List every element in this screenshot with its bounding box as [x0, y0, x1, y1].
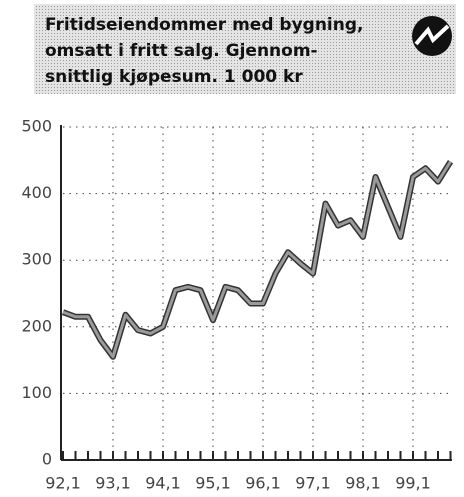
logo — [412, 16, 452, 56]
chart-title: Fritidseiendommer med bygning, — [45, 15, 363, 35]
x-tick-label: 99,1 — [395, 474, 431, 493]
x-tick-label: 97,1 — [295, 474, 331, 493]
y-tick-label: 300 — [21, 250, 52, 269]
line — [62, 160, 452, 359]
y-tick-label: 0 — [42, 450, 52, 469]
y-tick-label: 100 — [21, 383, 52, 402]
y-tick-label: 200 — [21, 316, 52, 335]
x-tick-label: 98,1 — [345, 474, 381, 493]
x-tick-label: 92,1 — [45, 474, 81, 493]
chart-title: snittlig kjøpesum. 1 000 kr — [45, 67, 303, 87]
x-tick-label: 95,1 — [195, 474, 231, 493]
x-tick-label: 93,1 — [95, 474, 131, 493]
title-box — [34, 4, 456, 94]
chart-title: omsatt i fritt salg. Gjennom- — [45, 41, 318, 61]
x-tick-label: 96,1 — [245, 474, 281, 493]
x-tick-label: 94,1 — [145, 474, 181, 493]
y-tick-label: 500 — [21, 117, 52, 136]
y-tick-label: 400 — [21, 183, 52, 202]
